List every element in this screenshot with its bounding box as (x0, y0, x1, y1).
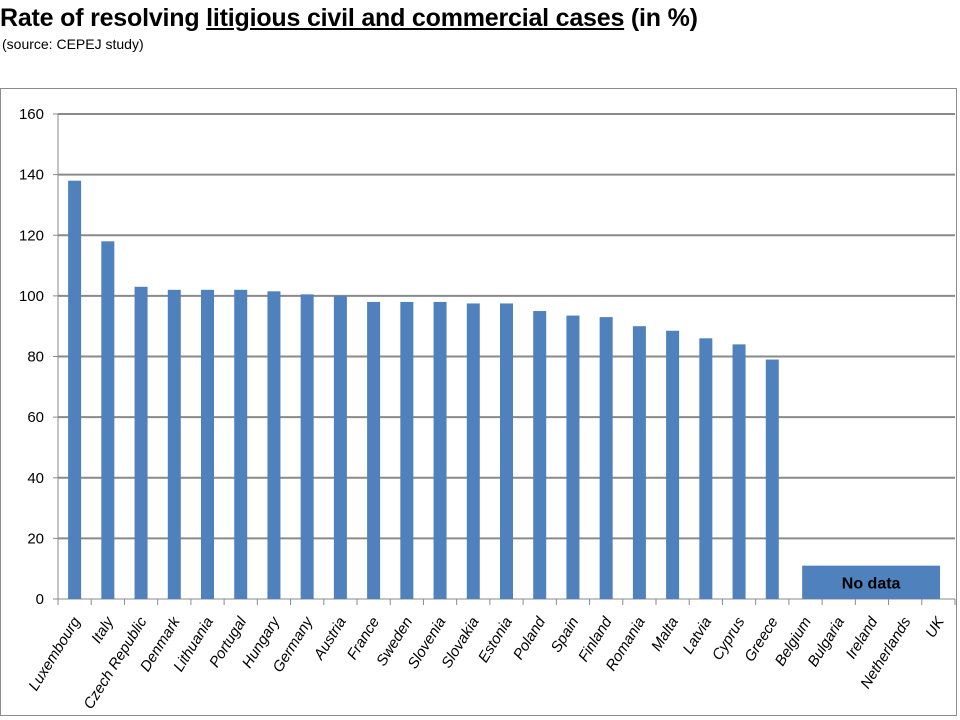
y-tick-label: 120 (19, 227, 44, 244)
bar-czech-republic (134, 286, 148, 599)
bar-denmark (167, 289, 181, 599)
category-label: Malta (648, 614, 682, 654)
bar-hungary (267, 291, 281, 599)
bar-cyprus (732, 344, 746, 599)
category-label: Austria (310, 614, 350, 663)
bar-latvia (699, 338, 713, 599)
y-tick-label: 140 (19, 167, 44, 184)
y-tick-label: 40 (27, 470, 44, 487)
bar-slovenia (433, 301, 447, 599)
y-tick-label: 100 (19, 288, 44, 305)
bar-france (367, 301, 381, 599)
no-data-block (802, 565, 941, 599)
no-data-label: No data (842, 575, 901, 592)
y-tick-label: 80 (27, 349, 44, 366)
bar-germany (300, 294, 314, 599)
title-suffix: (in %) (624, 4, 698, 32)
category-label: Luxembourg (25, 614, 84, 694)
y-tick-label: 20 (27, 530, 44, 547)
bar-estonia (500, 303, 513, 599)
category-label: Latvia (680, 614, 716, 657)
category-label: Italy (88, 613, 118, 647)
y-tick-label: 60 (27, 409, 44, 426)
bar-italy (101, 241, 115, 599)
title-underlined: litigious civil and commercial cases (206, 4, 625, 32)
bar-slovakia (466, 303, 480, 599)
category-label: Spain (548, 614, 583, 656)
bar-portugal (234, 289, 248, 599)
chart-title: Rate of resolving litigious civil and co… (0, 4, 698, 33)
category-label: UK (922, 613, 948, 641)
bar-luxembourg (68, 180, 82, 599)
bar-austria (333, 295, 347, 599)
bar-spain (566, 315, 580, 599)
bar-malta (666, 330, 680, 599)
category-label: Poland (510, 614, 550, 663)
y-tick-label: 160 (19, 106, 44, 123)
bar-sweden (400, 301, 414, 599)
chart-frame: 0 20 40 60 80 100 120 140 160 No data Luxembourg It… (0, 88, 957, 716)
bar-greece (765, 359, 779, 599)
bar-romania (632, 326, 646, 599)
chart-subtitle: (source: CEPEJ study) (2, 36, 144, 52)
bar-lithuania (201, 289, 214, 599)
bar-chart: 0 20 40 60 80 100 120 140 160 No data Luxembourg It… (19, 106, 956, 712)
bar-poland (533, 311, 547, 599)
category-label: Estonia (475, 614, 516, 665)
bar-finland (599, 317, 613, 599)
y-tick-label: 0 (36, 591, 44, 608)
title-prefix: Rate of resolving (0, 4, 207, 32)
